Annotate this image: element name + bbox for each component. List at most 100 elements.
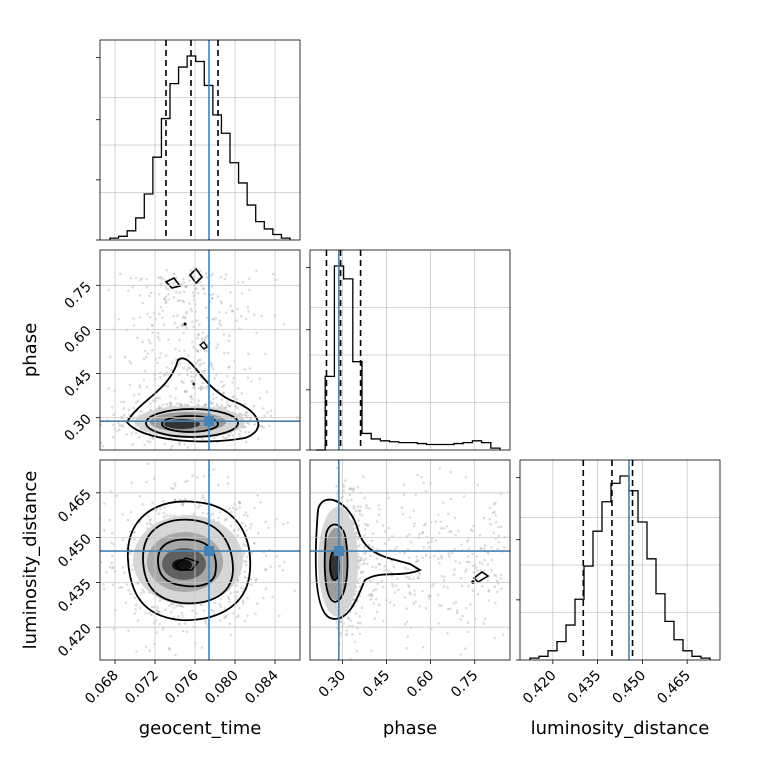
sample-point (387, 538, 391, 541)
sample-point (100, 560, 103, 564)
sample-point (238, 501, 241, 504)
sample-point (387, 526, 391, 530)
sample-point (417, 571, 421, 575)
sample-point (164, 295, 168, 299)
sample-point (168, 604, 171, 608)
sample-point (414, 600, 417, 603)
sample-point (131, 286, 134, 289)
sample-point (222, 406, 225, 410)
sample-point (155, 631, 158, 634)
sample-point (160, 275, 163, 279)
sample-point (357, 555, 361, 559)
sample-point (201, 496, 205, 500)
sample-point (439, 520, 442, 523)
sample-point (342, 489, 346, 492)
sample-point (370, 539, 374, 543)
sample-point (487, 590, 491, 593)
y-tick-label: 0.435 (55, 576, 95, 616)
sample-point (196, 291, 200, 295)
sample-point (150, 605, 154, 609)
sample-point (182, 381, 185, 385)
sample-point (103, 528, 106, 532)
sample-point (143, 369, 147, 373)
sample-point (483, 617, 487, 621)
contour-middle (142, 518, 234, 605)
sample-point (102, 587, 106, 590)
sample-point (360, 571, 363, 574)
sample-point (264, 554, 268, 558)
sample-point (164, 608, 167, 612)
sample-point (138, 278, 142, 282)
sample-point (191, 609, 194, 612)
sample-point (152, 399, 155, 402)
sample-point (461, 614, 464, 618)
sample-point (188, 302, 191, 305)
sample-point (169, 514, 172, 517)
sample-point (440, 557, 444, 560)
sample-point (170, 404, 173, 408)
sample-point (154, 619, 158, 622)
sample-point (184, 497, 187, 501)
sample-point (363, 496, 366, 500)
sample-point (235, 598, 238, 601)
sample-point (223, 616, 226, 620)
sample-point (184, 316, 187, 320)
sample-point (159, 352, 162, 355)
sample-point (266, 411, 269, 414)
sample-point (406, 584, 410, 587)
sample-point (382, 619, 385, 623)
sample-point (175, 605, 178, 608)
axes-frame (309, 249, 511, 451)
sample-point (231, 434, 235, 437)
sample-point (375, 557, 379, 560)
sample-point (231, 395, 234, 399)
sample-point (370, 649, 373, 653)
sample-point (460, 584, 464, 588)
sample-point (376, 582, 379, 585)
sample-point (178, 498, 182, 502)
sample-point (142, 590, 146, 594)
sample-point (421, 532, 424, 535)
sample-point (353, 640, 357, 644)
sample-point (360, 606, 364, 609)
sample-point (181, 503, 185, 507)
sample-point (210, 608, 214, 612)
sample-point (172, 315, 175, 318)
sample-point (442, 501, 445, 505)
sample-point (346, 616, 350, 620)
sample-point (249, 418, 252, 421)
sample-point (100, 441, 103, 445)
sample-point (253, 423, 257, 426)
sample-point (418, 573, 422, 576)
contour-island (188, 267, 204, 285)
sample-point (255, 331, 258, 335)
sample-point (465, 568, 468, 571)
sample-point (198, 504, 201, 508)
sample-point (497, 541, 501, 544)
sample-point (394, 584, 398, 587)
sample-point (144, 612, 147, 615)
sample-point (103, 502, 106, 505)
sample-point (199, 385, 203, 388)
sample-point (243, 552, 246, 556)
sample-point (238, 606, 241, 610)
sample-point (165, 269, 169, 272)
sample-point (502, 546, 506, 549)
x-tick-label: 0.080 (202, 668, 242, 708)
sample-point (215, 403, 219, 406)
sample-point (179, 403, 182, 407)
sample-point (212, 393, 215, 396)
sample-point (358, 513, 362, 516)
panel-phase-vs-luminosity_distance (309, 459, 511, 661)
sample-point (244, 411, 248, 414)
sample-point (244, 511, 248, 514)
sample-point (243, 413, 247, 417)
sample-point (198, 323, 201, 326)
sample-point (146, 462, 149, 466)
sample-point (354, 531, 358, 535)
sample-point (374, 588, 378, 591)
sample-point (217, 483, 220, 487)
sample-point (232, 612, 235, 615)
sample-point (245, 411, 249, 414)
sample-point (356, 545, 360, 548)
